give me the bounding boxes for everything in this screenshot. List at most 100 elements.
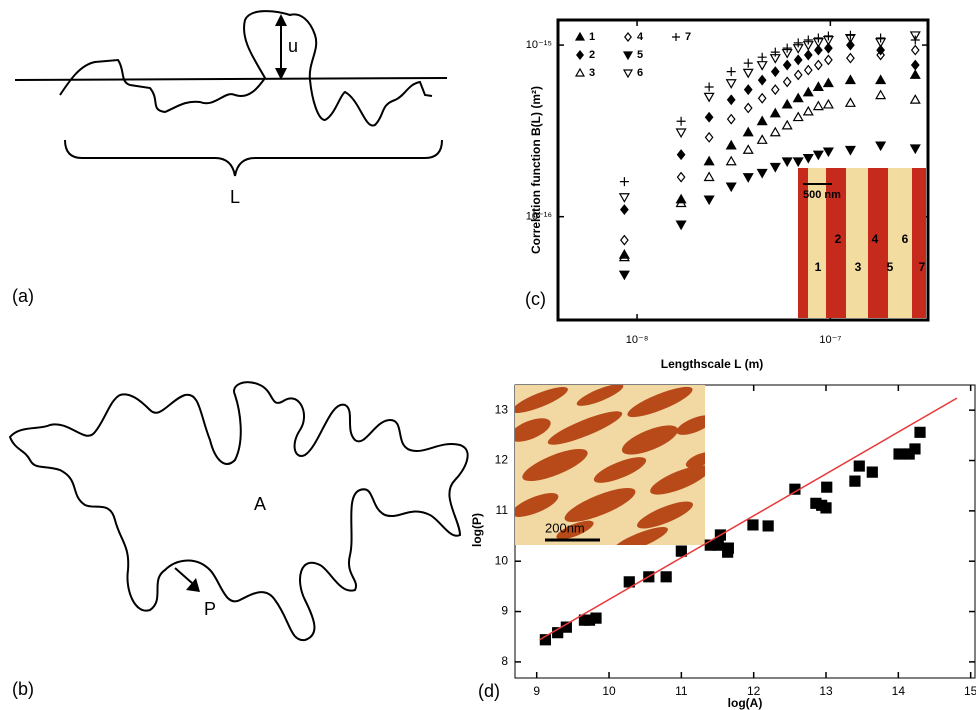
data-point bbox=[675, 220, 687, 231]
data-point bbox=[812, 100, 824, 111]
y-tick-label: 8 bbox=[501, 654, 508, 668]
data-point bbox=[846, 52, 855, 64]
panel-a: u L (a) bbox=[12, 10, 448, 306]
data-point bbox=[757, 52, 767, 62]
data-point bbox=[875, 89, 887, 100]
data-point bbox=[821, 481, 833, 493]
data-point bbox=[812, 81, 824, 91]
data-point bbox=[623, 576, 635, 588]
data-point bbox=[725, 155, 737, 166]
inset-grain bbox=[650, 465, 705, 495]
data-point bbox=[803, 35, 813, 45]
length-label: L bbox=[230, 187, 240, 207]
chart-panel: 8 9 10 11 12 13 9 10 11 12 13 14 15 log(A) log(P) (d) 20… bbox=[470, 384, 976, 710]
y-tick-label: 10⁻¹⁶ bbox=[526, 211, 552, 223]
data-point bbox=[846, 39, 855, 51]
data-point bbox=[742, 126, 754, 137]
legend-marker bbox=[622, 51, 634, 61]
data-point bbox=[743, 58, 753, 68]
data-point bbox=[756, 168, 768, 179]
y-axis-label: Correlation function B(L) (m²) bbox=[529, 86, 543, 254]
data-point bbox=[814, 44, 823, 56]
data-point bbox=[756, 115, 768, 126]
legend-marker bbox=[574, 31, 586, 41]
data-point bbox=[590, 612, 602, 624]
x-tick-label: 10⁻⁸ bbox=[626, 334, 649, 346]
y-axis-label: log(P) bbox=[470, 513, 484, 547]
x-axis-label: log(A) bbox=[728, 696, 763, 710]
data-point bbox=[618, 249, 630, 259]
data-point bbox=[824, 54, 833, 66]
legend-label: 1 bbox=[589, 31, 595, 43]
data-point bbox=[618, 270, 630, 281]
data-point bbox=[676, 116, 686, 126]
data-point bbox=[560, 621, 572, 633]
data-point bbox=[704, 111, 714, 123]
y-tick-label: 12 bbox=[495, 453, 509, 467]
inset-grain bbox=[556, 520, 594, 540]
data-point bbox=[814, 59, 823, 71]
inset-stripe bbox=[798, 168, 808, 318]
inset-grain bbox=[593, 457, 647, 483]
data-point bbox=[712, 539, 724, 551]
legend-label: 2 bbox=[589, 49, 595, 61]
inset-grain bbox=[685, 452, 705, 468]
data-point bbox=[618, 193, 630, 203]
data-point bbox=[769, 162, 781, 173]
inset-grain bbox=[612, 527, 668, 545]
data-point bbox=[844, 145, 856, 156]
legend-label: 6 bbox=[637, 67, 643, 79]
data-point bbox=[782, 59, 792, 71]
inset-label: 4 bbox=[872, 232, 879, 246]
y-tick-label: 10⁻¹⁵ bbox=[526, 39, 552, 51]
data-point bbox=[620, 204, 629, 216]
perimeter-arrow bbox=[174, 567, 193, 584]
data-point bbox=[803, 64, 813, 76]
data-point bbox=[747, 519, 759, 531]
inset-grain bbox=[621, 425, 679, 455]
inset-stripe bbox=[868, 168, 888, 318]
inset-grain bbox=[637, 501, 693, 529]
data-point bbox=[792, 92, 804, 103]
panel-label: (a) bbox=[12, 286, 34, 306]
data-point bbox=[802, 153, 814, 164]
data-point bbox=[909, 443, 921, 455]
data-point bbox=[781, 119, 793, 130]
data-point bbox=[618, 251, 630, 262]
inset-grain bbox=[564, 488, 636, 522]
data-point bbox=[845, 30, 855, 40]
inset-grain bbox=[515, 418, 551, 442]
inset-stripe bbox=[912, 168, 926, 318]
inset-label: 5 bbox=[887, 260, 894, 274]
data-point bbox=[910, 35, 920, 45]
domain-outline bbox=[8, 381, 469, 642]
data-point bbox=[844, 74, 856, 85]
data-point bbox=[782, 43, 792, 53]
x-tick-label: 12 bbox=[747, 684, 761, 698]
legend-marker bbox=[624, 32, 632, 42]
data-point bbox=[704, 131, 714, 143]
data-point bbox=[793, 54, 803, 66]
inset-grain bbox=[576, 385, 624, 406]
inset-label: 1 bbox=[815, 260, 822, 274]
data-point bbox=[822, 77, 834, 88]
legend-marker bbox=[622, 69, 634, 79]
y-tick-label: 11 bbox=[496, 503, 509, 517]
data-point bbox=[704, 82, 714, 92]
x-tick-label: 14 bbox=[892, 684, 906, 698]
data-point bbox=[789, 483, 801, 495]
data-point bbox=[909, 94, 921, 104]
data-point bbox=[812, 150, 824, 161]
data-point bbox=[675, 545, 687, 557]
data-point bbox=[725, 79, 737, 89]
panel-label: (d) bbox=[478, 681, 500, 701]
panel-b: A P (b) bbox=[8, 381, 469, 699]
data-point bbox=[823, 31, 833, 41]
data-point bbox=[909, 31, 921, 42]
data-point bbox=[853, 460, 865, 472]
data-point bbox=[822, 98, 834, 109]
data-point bbox=[726, 113, 736, 125]
data-point bbox=[820, 502, 832, 514]
